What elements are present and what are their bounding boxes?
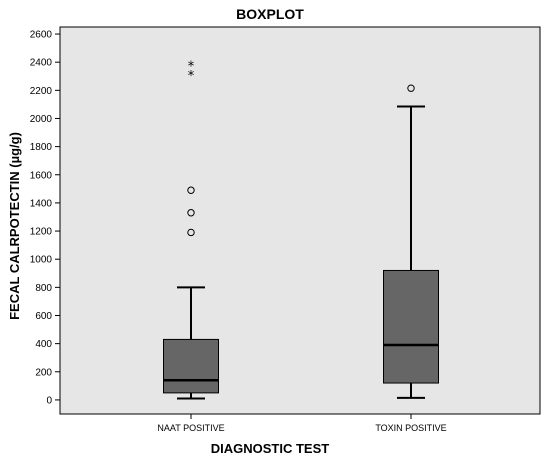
y-axis-title: FECAL CALRPOTECTIN (µg/g) xyxy=(7,132,22,320)
extreme-point: * xyxy=(188,69,195,84)
extreme-point: * xyxy=(188,60,195,75)
y-tick-label: 400 xyxy=(35,339,52,350)
y-tick-label: 600 xyxy=(35,311,52,322)
y-tick-label: 1600 xyxy=(30,170,53,181)
x-tick-label: NAAT POSITIVE xyxy=(157,423,224,433)
y-tick-label: 1000 xyxy=(30,255,53,266)
plot-area xyxy=(59,26,541,415)
y-tick-label: 2400 xyxy=(30,58,53,69)
outlier-point xyxy=(187,186,195,194)
x-axis-title: DIAGNOSTIC TEST xyxy=(211,441,330,456)
y-tick-label: 2000 xyxy=(30,114,53,125)
outlier-point xyxy=(407,84,415,92)
iqr-box xyxy=(383,269,439,384)
y-tick-label: 0 xyxy=(46,395,52,406)
outlier-point xyxy=(187,228,195,237)
y-tick-label: 800 xyxy=(35,283,52,294)
y-tick-label: 1800 xyxy=(30,142,53,153)
y-tick-label: 200 xyxy=(35,367,52,378)
y-tick-label: 1400 xyxy=(30,198,53,209)
x-tick-label: TOXIN POSITIVE xyxy=(375,423,446,433)
y-tick-label: 2200 xyxy=(30,86,53,97)
iqr-box xyxy=(163,338,219,394)
y-tick-label: 1200 xyxy=(30,227,53,238)
chart-title: BOXPLOT xyxy=(236,6,304,22)
y-tick-label: 2600 xyxy=(30,30,53,41)
outlier-point xyxy=(187,209,195,217)
